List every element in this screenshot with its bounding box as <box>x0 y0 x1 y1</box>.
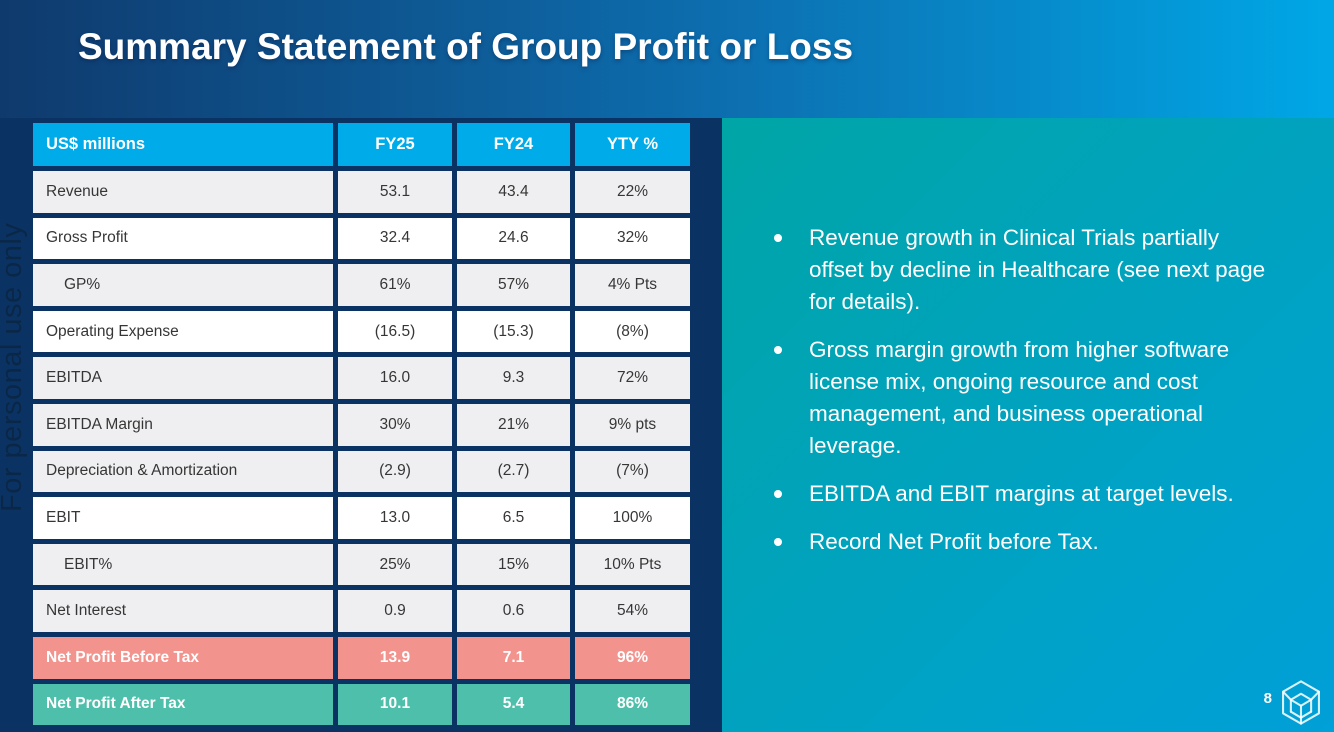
value-cell-fy24: 6.5 <box>457 497 570 539</box>
table-header-cell: YTY % <box>575 123 690 166</box>
row-label-cell: EBITDA <box>33 357 333 399</box>
value-cell-yty: 9% pts <box>575 403 690 446</box>
financial-table: US$ millions FY25 FY24 YTY % Revenue 53.1 43.4… <box>33 123 690 726</box>
value-cell-fy25: 32.4 <box>338 217 452 260</box>
row-label-cell: Net Profit After Tax <box>33 683 333 726</box>
value-cell-yty: 4% Pts <box>575 264 690 306</box>
value-cell-fy24: 24.6 <box>457 217 570 260</box>
value-cell-fy25: (16.5) <box>338 310 452 353</box>
row-label-cell: EBIT <box>33 497 333 539</box>
value-cell-fy25: 13.9 <box>338 636 452 679</box>
bullet-dot <box>774 489 782 498</box>
value-cell-fy25: 30% <box>338 403 452 446</box>
cube-hexagon-logo-icon <box>1282 680 1320 725</box>
value-cell-yty: 100% <box>575 497 690 539</box>
bullet-item: Gross margin growth from higher software… <box>770 334 1275 462</box>
title-band <box>0 0 1334 118</box>
bullet-dot <box>774 537 782 546</box>
table-header-cell: US$ millions <box>33 123 333 166</box>
row-label-cell: Net Profit Before Tax <box>33 636 333 679</box>
bullet-dot <box>774 234 782 242</box>
value-cell-fy25: 53.1 <box>338 171 452 213</box>
value-cell-yty: (8%) <box>575 310 690 353</box>
value-cell-yty: 72% <box>575 357 690 399</box>
page-title: Summary Statement of Group Profit or Los… <box>78 26 854 67</box>
value-cell-fy24: (2.7) <box>457 450 570 493</box>
bullet-text: Record Net Profit before Tax. <box>809 528 1099 554</box>
commentary-panel-background <box>722 118 1334 732</box>
value-cell-fy24: 7.1 <box>457 636 570 679</box>
bullet-item: Revenue growth in Clinical Trials partia… <box>770 222 1275 318</box>
value-cell-yty: 22% <box>575 171 690 213</box>
row-label-cell: Depreciation & Amortization <box>33 450 333 493</box>
table-header-cell: FY25 <box>338 123 452 166</box>
row-label-cell: Revenue <box>33 171 333 213</box>
value-cell-fy25: 25% <box>338 543 452 586</box>
value-cell-yty: 86% <box>575 683 690 726</box>
value-cell-yty: 32% <box>575 217 690 260</box>
row-label-cell: EBITDA Margin <box>33 403 333 446</box>
value-cell-fy25: (2.9) <box>338 450 452 493</box>
value-cell-fy25: 13.0 <box>338 497 452 539</box>
page-number: 8 <box>1263 690 1272 707</box>
value-cell-fy24: 43.4 <box>457 171 570 213</box>
row-label-cell: Gross Profit <box>33 217 333 260</box>
value-cell-fy24: 21% <box>457 403 570 446</box>
table-header-cell: FY24 <box>457 123 570 166</box>
bullet-dot <box>774 345 782 354</box>
bullet-text: EBITDA and EBIT margins at target levels… <box>809 480 1234 506</box>
row-label-cell: GP% <box>33 264 333 306</box>
value-cell-fy24: 9.3 <box>457 357 570 399</box>
value-cell-fy24: 0.6 <box>457 590 570 632</box>
watermark-text: For personal use only <box>0 222 28 513</box>
value-cell-fy25: 61% <box>338 264 452 306</box>
value-cell-fy24: 57% <box>457 264 570 306</box>
value-cell-fy24: 15% <box>457 543 570 586</box>
value-cell-yty: 54% <box>575 590 690 632</box>
row-label-cell: Operating Expense <box>33 310 333 353</box>
value-cell-fy25: 10.1 <box>338 683 452 726</box>
value-cell-yty: (7%) <box>575 450 690 493</box>
value-cell-fy25: 16.0 <box>338 357 452 399</box>
bullet-item: EBITDA and EBIT margins at target levels… <box>770 478 1275 510</box>
value-cell-fy24: (15.3) <box>457 310 570 353</box>
row-label-cell: EBIT% <box>33 543 333 586</box>
bullet-text: Revenue growth in Clinical Trials partia… <box>809 225 1266 314</box>
bullet-list: Revenue growth in Clinical Trials partia… <box>770 222 1275 557</box>
value-cell-yty: 96% <box>575 636 690 679</box>
value-cell-fy24: 5.4 <box>457 683 570 726</box>
bullet-item: Record Net Profit before Tax. <box>770 526 1275 558</box>
value-cell-yty: 10% Pts <box>575 543 690 586</box>
value-cell-fy25: 0.9 <box>338 590 452 632</box>
bullet-text: Gross margin growth from higher software… <box>809 336 1230 458</box>
row-label-cell: Net Interest <box>33 590 333 632</box>
